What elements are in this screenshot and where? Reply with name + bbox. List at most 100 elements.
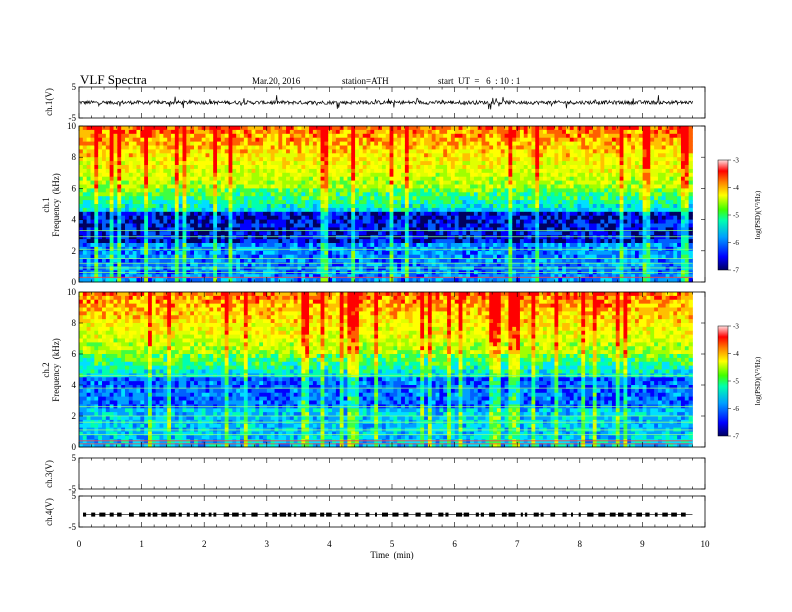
ch1-spec-cell	[121, 168, 126, 174]
ch1-spec-cell	[144, 204, 149, 209]
ch1-spec-cell	[542, 172, 548, 178]
ch1-spec-cell	[516, 274, 521, 279]
ch1-spec-cell	[148, 145, 153, 150]
ch1-spec-cell	[431, 223, 436, 228]
ch1-spec-cell	[309, 184, 314, 189]
ch1-spec-cell	[343, 262, 348, 267]
ch1-spec-cell	[320, 157, 325, 162]
ch1-spec-cell	[324, 145, 329, 150]
ch1-spec-cell	[519, 168, 525, 174]
ch1-spec-cell	[278, 215, 283, 220]
ch1-spec-cell	[316, 153, 321, 158]
ch1-spec-cell	[339, 258, 344, 263]
ch1-spec-cell	[523, 126, 528, 131]
ch1-spec-cell	[535, 239, 540, 244]
ch1-spec-cell	[86, 258, 91, 263]
ch1-spec-cell	[270, 219, 275, 224]
ch1-spec-cell	[431, 243, 436, 248]
ch1-spec-cell	[466, 172, 471, 178]
ch1-spec-cell	[416, 168, 421, 174]
ch1-spec-cell	[186, 223, 191, 228]
ch1-spec-cell	[508, 223, 513, 228]
ch1-spec-cell	[343, 235, 348, 240]
ch1-spec-cell	[243, 200, 249, 205]
ch1-spec-cell	[266, 126, 272, 131]
ch1-spec-cell	[128, 176, 134, 181]
ch1-spec-cell	[462, 207, 467, 213]
ch1-spec-cell	[462, 196, 467, 201]
ch1-spec-cell	[378, 211, 383, 217]
ch1-spec-cell	[217, 227, 222, 232]
ch1-spec-cell	[309, 274, 314, 279]
ch1-spec-cell	[358, 184, 364, 189]
ch1-spec-cell	[335, 153, 341, 158]
ch1-spec-cell	[312, 254, 318, 259]
ch1-spec-cell	[527, 235, 532, 240]
ch1-spec-cell	[98, 278, 103, 283]
ch1-spec-cell	[408, 227, 413, 232]
ch1-spec-cell	[531, 274, 536, 279]
ch1-spec-cell	[102, 133, 107, 139]
ch1-spec-cell	[527, 129, 532, 135]
ch1-spec-cell	[178, 266, 183, 271]
ch1-spec-cell	[450, 145, 456, 150]
ch1-spec-cell	[182, 262, 187, 267]
ch1-spec-cell	[401, 188, 406, 193]
ch1-spec-cell	[516, 204, 521, 209]
ch1-spec-cell	[508, 149, 513, 154]
ch1-spec-cell	[427, 243, 433, 248]
ch1-spec-cell	[301, 184, 306, 189]
ch1-spec-cell	[420, 243, 425, 248]
ch1-spec-cell	[381, 239, 387, 244]
ch1-spec-cell	[466, 243, 471, 248]
ch1-spec-cell	[374, 180, 379, 185]
ch1-spec-cell	[293, 231, 298, 236]
ch1-spec-cell	[527, 262, 532, 267]
ch1-spec-cell	[163, 129, 168, 135]
ch1-spec-cell	[201, 266, 206, 271]
ch1-spec-cell	[274, 129, 279, 135]
ch1-spec-cell	[381, 243, 387, 248]
ch1-spec-cell	[309, 180, 314, 185]
ch1-spec-cell	[516, 231, 521, 236]
ch1-spec-cell	[466, 254, 471, 259]
ch1-spec-cell	[343, 133, 348, 139]
ch1-spec-cell	[213, 184, 218, 189]
ch1-spec-cell	[450, 192, 456, 197]
ch1-spec-cell	[496, 239, 502, 244]
ch1-spec-cell	[263, 207, 268, 213]
ch1-spec-cell	[217, 266, 222, 271]
ch1-spec-cell	[148, 200, 153, 205]
ch1-spec-cell	[309, 215, 314, 220]
ch1-spec-cell	[462, 243, 467, 248]
ch1-spec-cell	[439, 180, 444, 185]
ch1-spec-cell	[209, 223, 214, 228]
ch1-spec-cell	[404, 239, 410, 244]
ch1-spec-cell	[362, 235, 367, 240]
ch1-spec-cell	[508, 192, 513, 197]
ch1-spec-cell	[140, 180, 145, 185]
ch1-spec-cell	[381, 266, 387, 271]
ch1-spec-cell	[378, 137, 383, 142]
ch1-spec-cell	[263, 184, 268, 189]
ch1-spec-cell	[293, 180, 298, 185]
ch1-spec-cell	[374, 168, 379, 174]
ch1-spec-cell	[320, 168, 325, 174]
ch1-spec-cell	[86, 219, 91, 224]
ch1-spec-cell	[171, 129, 176, 135]
ch1-spec-cell	[240, 235, 245, 240]
ch1-spec-cell	[328, 239, 333, 244]
ch1-spec-cell	[94, 239, 99, 244]
ch1-spec-cell	[190, 149, 195, 154]
ch1-spec-cell	[397, 215, 402, 220]
ch1-spec-cell	[523, 141, 528, 146]
ch1-spec-cell	[343, 149, 348, 154]
ch1-spec-cell	[443, 200, 448, 205]
ch1-spec-cell	[527, 149, 532, 154]
ch1-spec-cell	[362, 161, 367, 166]
ch1-spec-cell	[270, 145, 275, 150]
ch1-spec-cell	[481, 211, 486, 217]
ch1-spec-cell	[289, 215, 295, 220]
ch1-spec-cell	[358, 126, 364, 131]
ch1-spec-cell	[496, 204, 502, 209]
